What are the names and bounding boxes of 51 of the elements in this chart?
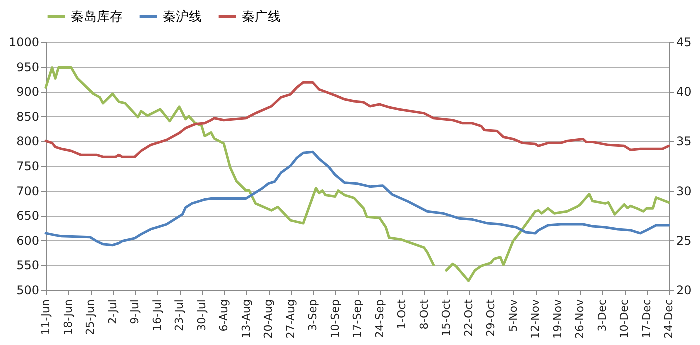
x-tick-label: 24-Sep (373, 299, 386, 338)
x-tick-label: 18-Jun (62, 299, 75, 336)
x-tick-label: 11-Jun (40, 299, 52, 336)
x-tick-label: 26-Nov (574, 299, 586, 339)
line-series (44, 150, 670, 247)
y-tick-label: 1000 (8, 36, 40, 50)
x-tick-label: 10-Sep (328, 299, 342, 338)
y-tick-label: 850 (16, 110, 40, 124)
x-tick-label: 8-Oct (418, 298, 431, 330)
y-tick-label: 900 (16, 85, 40, 100)
x-tick-label: 22-Oct (462, 298, 476, 337)
legend-label: 秦广线 (242, 10, 281, 25)
x-tick-label: 3-Dec (596, 300, 609, 332)
x-tick-label: 2-Jul (106, 300, 120, 324)
y2-tick-label: 20 (676, 284, 692, 298)
x-tick-label: 25-Jun (84, 299, 97, 336)
y2-tick-label: 25 (676, 234, 692, 248)
x-tick-label: 30-Jul (195, 300, 208, 332)
y-tick-label: 500 (16, 284, 40, 298)
x-tick-label: 19-Nov (551, 299, 564, 339)
x-tick-label: 3-Sep (306, 299, 320, 332)
x-tick-label: 13-Aug (240, 300, 253, 339)
x-tick-label: 9-Jul (128, 300, 142, 324)
x-tick-label: 29-Oct (484, 298, 498, 337)
y-tick-label: 750 (16, 160, 40, 174)
y-tick-label: 950 (16, 60, 40, 74)
x-tick-label: 15-Oct (440, 298, 453, 337)
x-tick-label: 17-Dec (640, 300, 654, 339)
y2-tick-label: 40 (676, 85, 692, 100)
x-tick-label: 12-Nov (529, 299, 542, 339)
x-tick-label: 5-Nov (506, 299, 520, 332)
y2-tick-label: 30 (676, 184, 692, 198)
x-tick-label: 16-Jul (150, 300, 164, 332)
y-tick-label: 550 (16, 258, 40, 273)
legend-label: 秦沪线 (163, 8, 202, 25)
y-tick-label: 700 (16, 184, 40, 198)
legend-label: 秦岛库存 (71, 10, 123, 25)
x-tick-label: 23-Jul (173, 300, 186, 332)
x-tick-label: 6-Aug (218, 300, 230, 332)
y2-tick-label: 35 (676, 134, 692, 149)
x-tick-label: 27-Aug (284, 300, 298, 339)
y-tick-label: 650 (16, 209, 40, 224)
x-tick-label: 10-Dec (618, 300, 631, 339)
x-tick-label: 1-Oct (396, 298, 408, 330)
x-tick-label: 24-Dec (662, 300, 676, 339)
y-tick-label: 600 (16, 234, 40, 248)
x-tick-label: 17-Sep (351, 299, 364, 338)
line-series (44, 81, 670, 158)
x-tick-label: 20-Aug (262, 300, 275, 339)
y2-tick-label: 45 (676, 36, 692, 50)
y-tick-label: 800 (16, 134, 40, 149)
